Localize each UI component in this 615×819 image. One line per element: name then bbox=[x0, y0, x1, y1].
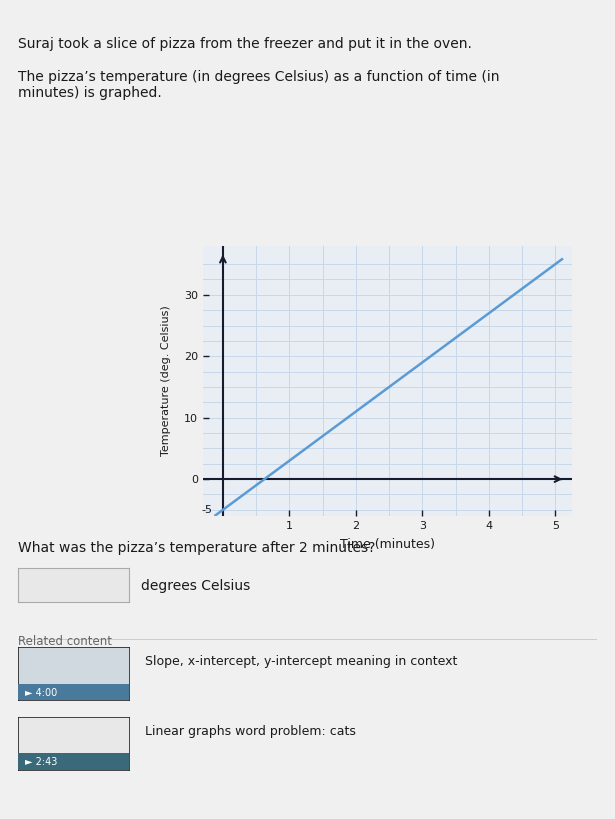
Text: degrees Celsius: degrees Celsius bbox=[141, 579, 251, 594]
Text: What was the pizza’s temperature after 2 minutes?: What was the pizza’s temperature after 2… bbox=[18, 541, 376, 554]
Text: ► 2:43: ► 2:43 bbox=[25, 758, 57, 767]
X-axis label: Time (minutes): Time (minutes) bbox=[340, 538, 435, 550]
Text: ► 4:00: ► 4:00 bbox=[25, 688, 57, 698]
Text: Related content: Related content bbox=[18, 635, 113, 648]
Text: Temperature (deg. Celsius): Temperature (deg. Celsius) bbox=[161, 305, 171, 456]
Text: Suraj took a slice of pizza from the freezer and put it in the oven.: Suraj took a slice of pizza from the fre… bbox=[18, 37, 472, 51]
Text: -5: -5 bbox=[202, 505, 213, 515]
Text: Linear graphs word problem: cats: Linear graphs word problem: cats bbox=[145, 725, 355, 738]
Text: The pizza’s temperature (in degrees Celsius) as a function of time (in
minutes) : The pizza’s temperature (in degrees Cels… bbox=[18, 70, 500, 100]
Text: Slope, x-intercept, y-intercept meaning in context: Slope, x-intercept, y-intercept meaning … bbox=[145, 655, 457, 668]
